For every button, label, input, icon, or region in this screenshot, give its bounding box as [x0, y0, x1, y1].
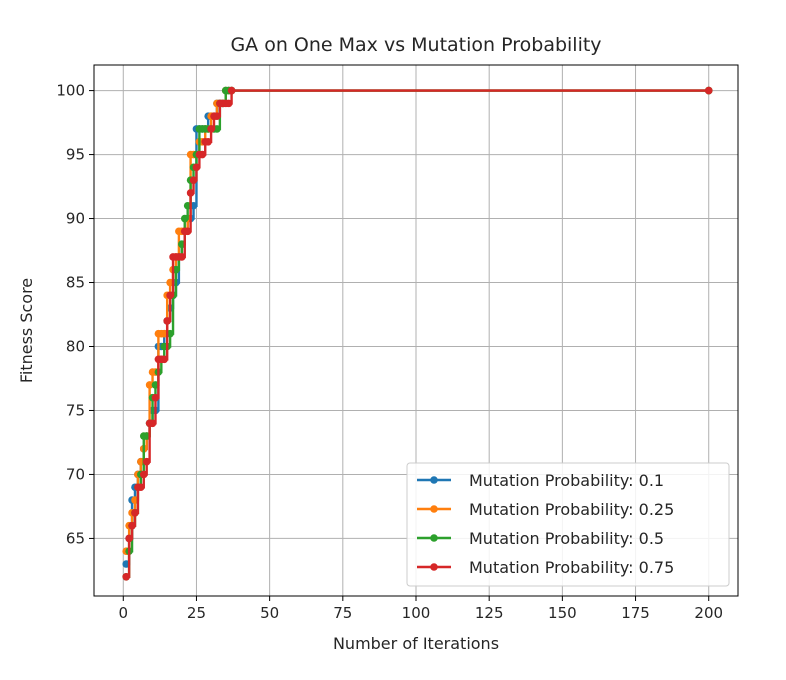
- series-4: [122, 86, 713, 581]
- y-tick-label: 90: [66, 210, 85, 228]
- data-point: [227, 86, 236, 95]
- y-tick-label: 70: [66, 465, 85, 483]
- data-point: [189, 176, 198, 184]
- legend: Mutation Probability: 0.1 Mutation Probab…: [406, 462, 730, 587]
- chart-title: GA on One Max vs Mutation Probability: [230, 34, 601, 56]
- data-point: [142, 457, 151, 466]
- x-tick-label: 75: [333, 604, 352, 622]
- data-point: [160, 355, 169, 364]
- data-point: [131, 509, 139, 517]
- data-point: [704, 86, 713, 95]
- y-tick-label: 75: [66, 401, 85, 419]
- data-point: [178, 253, 186, 261]
- data-point: [198, 150, 207, 159]
- legend-label: Mutation Probability: 0.25: [469, 500, 674, 519]
- data-point: [224, 99, 233, 108]
- legend-swatch-marker: [430, 563, 438, 571]
- x-tick-label: 200: [694, 604, 723, 622]
- y-tick-label: 95: [66, 146, 85, 164]
- data-point: [166, 291, 174, 300]
- data-point: [128, 521, 136, 530]
- legend-swatch-marker: [430, 476, 438, 484]
- legend-label: Mutation Probability: 0.1: [469, 471, 664, 490]
- legend-box: [406, 462, 730, 587]
- data-point: [137, 483, 145, 492]
- data-point: [148, 419, 157, 428]
- legend-swatch-marker: [430, 505, 438, 513]
- y-axis-title: Fitness Score: [17, 278, 36, 383]
- legend-swatch-marker: [430, 534, 438, 542]
- data-point: [204, 137, 212, 146]
- x-tick-label: 100: [402, 604, 431, 622]
- data-point: [122, 573, 130, 581]
- y-tick-label: 80: [66, 337, 85, 355]
- data-point: [183, 227, 192, 236]
- legend-item: Mutation Probability: 0.75: [417, 558, 674, 577]
- data-point: [213, 112, 221, 120]
- x-axis-title: Number of Iterations: [333, 634, 499, 653]
- data-point: [125, 534, 133, 543]
- legend-item: Mutation Probability: 0.1: [417, 471, 664, 490]
- legend-item: Mutation Probability: 0.25: [417, 500, 674, 519]
- x-tick-label: 50: [260, 604, 279, 622]
- series-layer: [122, 86, 713, 581]
- legend-item: Mutation Probability: 0.5: [417, 529, 664, 548]
- y-axis: 65 70 75 80 85 90 95 100: [56, 82, 94, 547]
- data-point: [186, 189, 195, 197]
- x-tick-label: 0: [118, 604, 128, 622]
- legend-label: Mutation Probability: 0.75: [469, 558, 674, 577]
- data-point: [192, 163, 201, 172]
- data-point: [180, 214, 189, 223]
- data-point: [151, 393, 160, 402]
- x-axis: 0 25 50 75 100 125 150 175 200: [118, 596, 723, 622]
- x-tick-label: 25: [187, 604, 206, 622]
- data-point: [139, 470, 148, 479]
- data-point: [163, 317, 171, 325]
- data-point: [145, 381, 154, 389]
- data-point: [207, 125, 215, 133]
- x-tick-label: 175: [621, 604, 650, 622]
- x-tick-label: 150: [548, 604, 577, 622]
- legend-label: Mutation Probability: 0.5: [469, 529, 664, 548]
- y-tick-label: 65: [66, 529, 85, 547]
- x-tick-label: 125: [475, 604, 504, 622]
- y-tick-label: 85: [66, 274, 85, 292]
- y-tick-label: 100: [56, 82, 85, 100]
